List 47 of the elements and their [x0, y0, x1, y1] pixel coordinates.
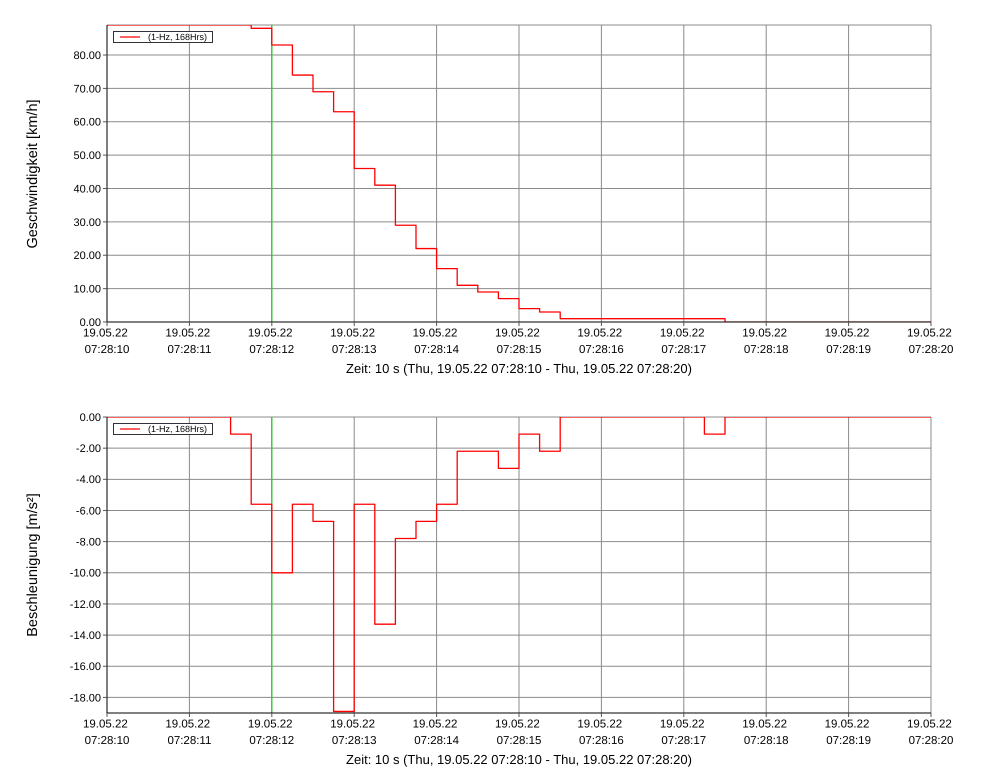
x-tick-label: 19.05.22 07:28:15 [495, 718, 543, 747]
y-tick-label: -8.00 [76, 536, 101, 549]
x-tick-label: 19.05.22 07:28:15 [495, 327, 543, 356]
x-tick-label: 19.05.22 07:28:12 [248, 718, 296, 747]
y-tick-label: 60.00 [73, 116, 101, 129]
x-tick-label: 19.05.22 07:28:17 [660, 718, 708, 747]
x-axis-title: Zeit: 10 s (Thu, 19.05.22 07:28:10 - Thu, 19.05.22 07:28:20) [346, 752, 692, 768]
y-tick-label: 70.00 [73, 83, 101, 96]
x-tick-label: 19.05.22 07:28:14 [412, 327, 461, 356]
x-tick-label: 19.05.22 07:28:11 [165, 718, 214, 747]
y-tick-label: -10.00 [70, 568, 101, 580]
y-tick-label: -16.00 [70, 661, 101, 674]
y-axis-title: Beschleunigung [m/s²] [25, 493, 41, 637]
x-tick-label: 19.05.22 07:28:18 [742, 327, 790, 356]
x-tick-label: 19.05.22 07:28:16 [577, 327, 626, 356]
y-tick-label: 10.00 [73, 284, 101, 296]
x-tick-label: 19.05.22 07:28:19 [824, 718, 873, 747]
y-tick-label: 0.00 [80, 412, 101, 424]
legend-label: (1-Hz, 168Hrs) [148, 32, 208, 42]
legend-label: (1-Hz, 168Hrs) [148, 424, 208, 434]
x-tick-label: 19.05.22 07:28:17 [660, 327, 708, 356]
x-tick-label: 19.05.22 07:28:12 [248, 327, 296, 356]
y-tick-label: 30.00 [73, 216, 101, 229]
x-tick-label: 19.05.22 07:28:10 [83, 327, 131, 356]
x-tick-label: 19.05.22 07:28:13 [330, 718, 378, 747]
y-axis-title: Geschwindigkeit [km/h] [25, 98, 41, 248]
y-tick-label: 80.00 [73, 50, 101, 62]
x-tick-label: 19.05.22 07:28:11 [165, 327, 214, 356]
y-tick-label: -12.00 [70, 598, 101, 611]
y-tick-label: 20.00 [73, 250, 101, 262]
y-tick-label: 50.00 [73, 150, 101, 162]
x-tick-label: 19.05.22 07:28:18 [742, 718, 790, 747]
y-tick-label: -6.00 [76, 505, 101, 518]
x-tick-label: 19.05.22 07:28:16 [577, 718, 626, 747]
y-tick-label: -14.00 [70, 630, 101, 642]
x-tick-label: 19.05.22 07:28:20 [907, 718, 955, 747]
y-tick-label: 40.00 [73, 183, 101, 196]
x-tick-label: 19.05.22 07:28:10 [83, 718, 131, 747]
x-tick-label: 19.05.22 07:28:13 [330, 327, 378, 356]
y-tick-label: 0.00 [80, 316, 101, 329]
x-tick-label: 19.05.22 07:28:20 [907, 327, 955, 356]
x-tick-label: 19.05.22 07:28:19 [824, 327, 873, 356]
y-tick-label: -4.00 [76, 474, 101, 486]
y-tick-label: -18.00 [70, 692, 101, 704]
x-axis-title: Zeit: 10 s (Thu, 19.05.22 07:28:10 - Thu, 19.05.22 07:28:20) [346, 361, 692, 377]
y-tick-label: -2.00 [76, 443, 101, 456]
x-tick-label: 19.05.22 07:28:14 [412, 718, 461, 747]
